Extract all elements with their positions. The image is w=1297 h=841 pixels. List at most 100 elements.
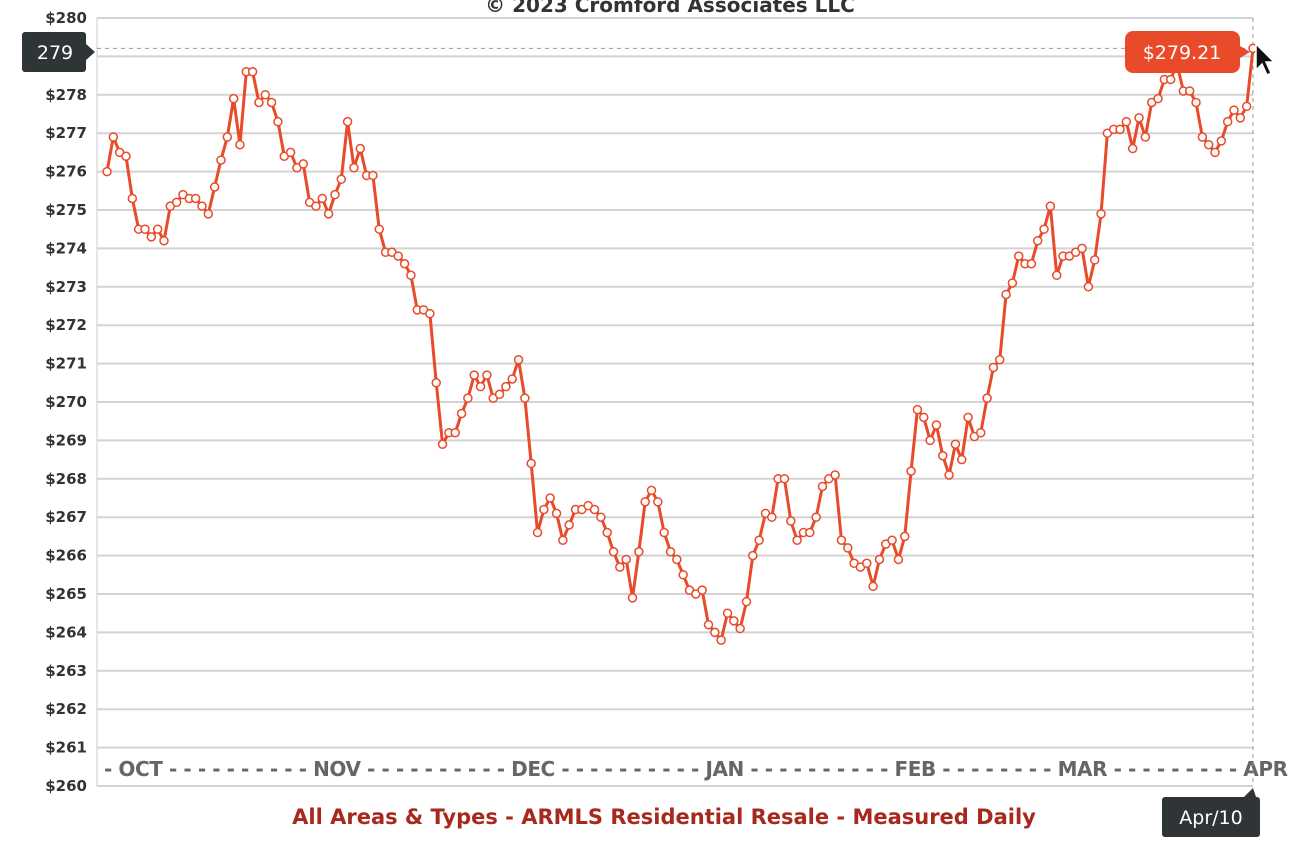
- data-point[interactable]: [906, 466, 916, 476]
- data-point[interactable]: [513, 355, 524, 365]
- data-point[interactable]: [311, 201, 321, 211]
- data-point[interactable]: [1007, 278, 1018, 288]
- data-point[interactable]: [558, 535, 568, 545]
- data-point[interactable]: [463, 393, 473, 403]
- data-point[interactable]: [1140, 132, 1151, 142]
- data-point[interactable]: [982, 393, 992, 403]
- data-point[interactable]: [596, 512, 606, 522]
- data-point[interactable]: [482, 370, 492, 380]
- data-point[interactable]: [532, 527, 543, 538]
- data-point[interactable]: [640, 497, 650, 507]
- data-point[interactable]: [323, 209, 334, 219]
- data-point[interactable]: [197, 201, 207, 211]
- data-point[interactable]: [805, 527, 815, 538]
- data-point[interactable]: [874, 554, 885, 565]
- data-point[interactable]: [235, 139, 245, 150]
- data-point[interactable]: [1045, 201, 1056, 211]
- data-point[interactable]: [754, 535, 764, 545]
- data-point[interactable]: [919, 412, 929, 423]
- data-point[interactable]: [615, 562, 625, 572]
- data-point[interactable]: [336, 174, 347, 185]
- data-point[interactable]: [349, 163, 359, 173]
- data-point[interactable]: [1229, 105, 1239, 115]
- data-point[interactable]: [260, 90, 271, 100]
- data-point[interactable]: [963, 412, 973, 423]
- data-point[interactable]: [285, 147, 296, 158]
- data-point[interactable]: [551, 508, 562, 519]
- data-point[interactable]: [564, 520, 574, 530]
- data-point[interactable]: [678, 570, 688, 580]
- data-point[interactable]: [330, 189, 340, 200]
- data-point[interactable]: [1203, 139, 1214, 150]
- data-point[interactable]: [1153, 93, 1163, 104]
- data-point[interactable]: [526, 458, 536, 469]
- data-point[interactable]: [1127, 143, 1138, 154]
- data-point[interactable]: [938, 451, 948, 461]
- data-point[interactable]: [900, 531, 910, 542]
- data-point[interactable]: [298, 159, 309, 169]
- data-point[interactable]: [830, 470, 840, 480]
- data-point[interactable]: [108, 132, 119, 142]
- data-point[interactable]: [786, 516, 796, 526]
- data-point[interactable]: [868, 581, 878, 592]
- data-point[interactable]: [653, 497, 663, 507]
- data-point[interactable]: [1032, 235, 1043, 246]
- data-point[interactable]: [1001, 289, 1011, 300]
- data-point[interactable]: [140, 224, 150, 234]
- data-point[interactable]: [589, 504, 600, 515]
- data-point[interactable]: [887, 535, 897, 545]
- data-point[interactable]: [792, 535, 802, 545]
- data-point[interactable]: [710, 627, 720, 638]
- data-point[interactable]: [209, 182, 220, 192]
- data-point[interactable]: [672, 554, 682, 565]
- data-point[interactable]: [494, 389, 505, 400]
- data-point[interactable]: [811, 512, 821, 522]
- data-point[interactable]: [931, 420, 942, 430]
- data-point[interactable]: [1121, 116, 1132, 127]
- data-point[interactable]: [950, 439, 961, 449]
- data-point[interactable]: [1026, 259, 1037, 269]
- data-point[interactable]: [247, 67, 258, 77]
- data-point[interactable]: [703, 619, 714, 630]
- data-point[interactable]: [539, 504, 549, 515]
- data-point[interactable]: [393, 251, 403, 261]
- data-point[interactable]: [520, 393, 530, 403]
- data-point[interactable]: [431, 378, 441, 388]
- data-point[interactable]: [152, 224, 163, 234]
- data-point[interactable]: [1013, 251, 1024, 261]
- data-points[interactable]: [102, 43, 1258, 645]
- data-point[interactable]: [1210, 147, 1220, 158]
- data-point[interactable]: [171, 197, 182, 208]
- data-point[interactable]: [988, 362, 999, 373]
- data-point[interactable]: [545, 493, 555, 503]
- data-point[interactable]: [399, 259, 410, 269]
- data-point[interactable]: [665, 547, 676, 557]
- data-point[interactable]: [355, 143, 366, 154]
- data-point[interactable]: [697, 585, 707, 595]
- data-point[interactable]: [634, 547, 644, 557]
- data-point[interactable]: [127, 193, 138, 204]
- data-point[interactable]: [957, 454, 967, 465]
- data-point[interactable]: [741, 596, 752, 607]
- data-point[interactable]: [627, 593, 638, 603]
- data-point[interactable]: [475, 381, 486, 392]
- data-point[interactable]: [621, 554, 631, 565]
- data-point[interactable]: [102, 166, 112, 177]
- data-point[interactable]: [374, 224, 384, 234]
- data-point[interactable]: [456, 408, 467, 419]
- data-point[interactable]: [716, 635, 726, 645]
- data-point[interactable]: [368, 170, 378, 181]
- data-point[interactable]: [1039, 224, 1049, 234]
- data-point[interactable]: [843, 543, 853, 553]
- data-point[interactable]: [817, 481, 828, 492]
- data-point[interactable]: [767, 512, 777, 522]
- data-point[interactable]: [1241, 101, 1252, 112]
- data-point[interactable]: [203, 209, 214, 219]
- data-point[interactable]: [735, 623, 745, 634]
- data-point[interactable]: [1083, 282, 1094, 292]
- data-point[interactable]: [1191, 97, 1201, 108]
- data-point[interactable]: [608, 547, 619, 557]
- data-point[interactable]: [1184, 86, 1195, 96]
- data-point[interactable]: [912, 404, 923, 415]
- data-point[interactable]: [146, 232, 157, 242]
